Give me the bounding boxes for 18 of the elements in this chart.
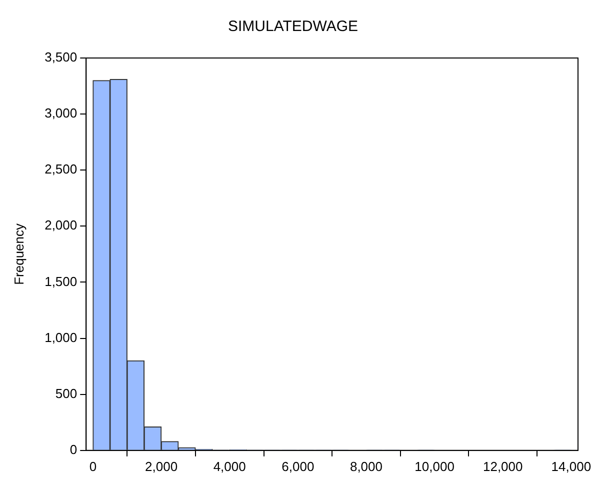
chart-title: SIMULATEDWAGE [228,18,358,36]
y-tick-label: 3,000 [44,106,78,121]
x-tick-label: 10,000 [414,458,454,474]
y-tick-label: 1,500 [44,274,78,289]
y-tick-label: 2,000 [44,218,78,233]
y-tick-label: 0 [70,442,78,457]
x-tick-label: 6,000 [282,458,314,474]
x-tick-label: 8,000 [350,458,382,474]
y-tick-label: 2,500 [44,162,78,177]
x-tick-label: 14,000 [551,458,592,474]
y-tick-label: 1,000 [44,330,78,345]
y-tick-label: 3,500 [44,50,78,65]
x-tick-label: 4,000 [213,458,246,474]
x-tick-label: 2,000 [145,458,178,474]
x-tick-label: 12,000 [482,458,523,474]
y-axis-title: Frequency [11,222,26,285]
y-tick-label: 500 [55,386,78,401]
x-tick-label: 0 [89,458,97,474]
